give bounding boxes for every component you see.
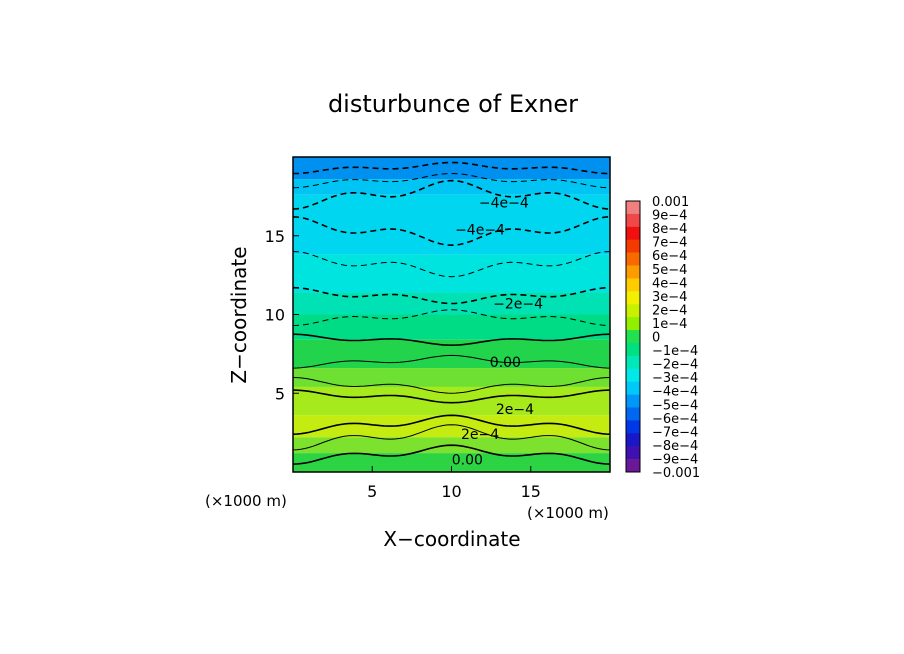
- colorbar-swatch: [626, 459, 640, 473]
- y-tick-label: 5: [275, 384, 285, 403]
- colorbar-label: 6e−4: [652, 249, 687, 264]
- colorbar-swatch: [626, 355, 640, 370]
- colorbar-swatch: [626, 368, 640, 382]
- contour-line: [293, 377, 610, 394]
- colorbar-label: −9e−4: [652, 452, 698, 467]
- colorbar-label: 0.001: [652, 195, 689, 210]
- contour-line: [293, 286, 610, 305]
- chart-title: disturbunce of Exner: [328, 90, 578, 118]
- colorbar-swatch: [626, 317, 640, 331]
- colorbar-label: −2e−4: [652, 358, 698, 373]
- colorbar-label: −1e−4: [652, 344, 698, 359]
- x-tick-label: 15: [521, 482, 541, 501]
- colorbar-label: −0.001: [652, 466, 700, 481]
- colorbar-label: 3e−4: [652, 290, 687, 305]
- contour-label: 2e−4: [461, 427, 499, 443]
- colorbar-swatch: [626, 239, 640, 253]
- colorbar-swatch: [626, 213, 640, 228]
- colorbar-swatch: [626, 226, 640, 241]
- colorbar-swatch: [626, 407, 640, 421]
- x-axis-label: X−coordinate: [383, 527, 520, 551]
- contour-band: [293, 339, 610, 369]
- contour-label: −4e−4: [479, 196, 529, 212]
- colorbar-frame: [625, 200, 641, 473]
- contour-line: [293, 333, 610, 347]
- colorbar-swatch: [626, 394, 640, 408]
- colorbar-swatch: [626, 433, 640, 447]
- colorbar-swatch: [626, 446, 640, 460]
- colorbar-label: 2e−4: [652, 303, 687, 318]
- colorbar-swatch: [626, 265, 640, 279]
- contour-line: [293, 161, 610, 175]
- contour-line: [293, 216, 610, 247]
- colorbar-label: −5e−4: [652, 398, 698, 413]
- contour-band: [293, 157, 610, 180]
- y-axis-ticks: 5 10 15: [265, 227, 299, 403]
- colorbar-label: −7e−4: [652, 425, 698, 440]
- x-axis-ticks: 5 10 15: [367, 466, 541, 501]
- colorbar-swatch: [626, 291, 640, 305]
- contour-label: −2e−4: [493, 296, 543, 312]
- contour-label: 0.00: [452, 452, 483, 468]
- colorbar-label: 4e−4: [652, 276, 687, 291]
- contour-line: [293, 309, 610, 326]
- colorbar-label: 7e−4: [652, 236, 687, 251]
- contour-band: [293, 179, 610, 195]
- contour-line: [293, 444, 610, 465]
- colorbar-label: −6e−4: [652, 412, 698, 427]
- y-tick-label: 15: [265, 227, 285, 246]
- contour-line: [293, 389, 610, 404]
- x-unit-right: (×1000 m): [527, 504, 609, 522]
- colorbar-label: −3e−4: [652, 371, 698, 386]
- colorbar-swatch: [626, 342, 640, 357]
- contour-band: [293, 314, 610, 340]
- colorbar-label: 9e−4: [652, 209, 687, 224]
- contour-band: [293, 254, 610, 293]
- x-unit-left: (×1000 m): [205, 492, 287, 510]
- y-tick-label: 10: [265, 306, 285, 325]
- colorbar-swatch: [626, 278, 640, 292]
- colorbar-swatch: [626, 201, 640, 215]
- colorbar-swatch: [626, 330, 640, 344]
- contour-label: 2e−4: [496, 402, 534, 418]
- colorbar-label: 5e−4: [652, 263, 687, 278]
- x-tick-label: 10: [441, 482, 461, 501]
- colorbar-label: 0: [652, 331, 660, 346]
- colorbar-swatch: [626, 420, 640, 434]
- colorbar-swatch: [626, 381, 640, 395]
- contour-line: [293, 172, 610, 189]
- contour-label-layer: −4e−4 −4e−4 −2e−4 0.00 2e−4 2e−4 0.00: [452, 196, 543, 469]
- y-axis-label: Z−coordinate: [227, 246, 251, 383]
- x-tick-label: 5: [367, 482, 377, 501]
- contour-line: [293, 179, 610, 210]
- colorbar-label: −4e−4: [652, 385, 698, 400]
- contour-line: [293, 424, 610, 451]
- colorbar-label: 1e−4: [652, 317, 687, 332]
- colorbar-swatch: [626, 304, 640, 318]
- contour-line-layer: [293, 161, 610, 465]
- contour-line: [293, 414, 610, 435]
- contour-band: [293, 386, 610, 416]
- colorbar-label: −8e−4: [652, 439, 698, 454]
- colorbar-swatch: [626, 252, 640, 266]
- contour-band: [293, 415, 610, 438]
- contour-label: −4e−4: [455, 222, 505, 238]
- colorbar: 0.0019e−48e−47e−46e−45e−44e−43e−42e−41e−…: [625, 195, 700, 481]
- plot-area: −4e−4 −4e−4 −2e−4 0.00 2e−4 2e−4 0.00: [292, 156, 611, 473]
- contour-label: 0.00: [490, 355, 521, 371]
- colorbar-label: 8e−4: [652, 222, 687, 237]
- contour-band: [293, 368, 610, 387]
- contour-line: [293, 251, 610, 278]
- contour-line: [293, 354, 610, 369]
